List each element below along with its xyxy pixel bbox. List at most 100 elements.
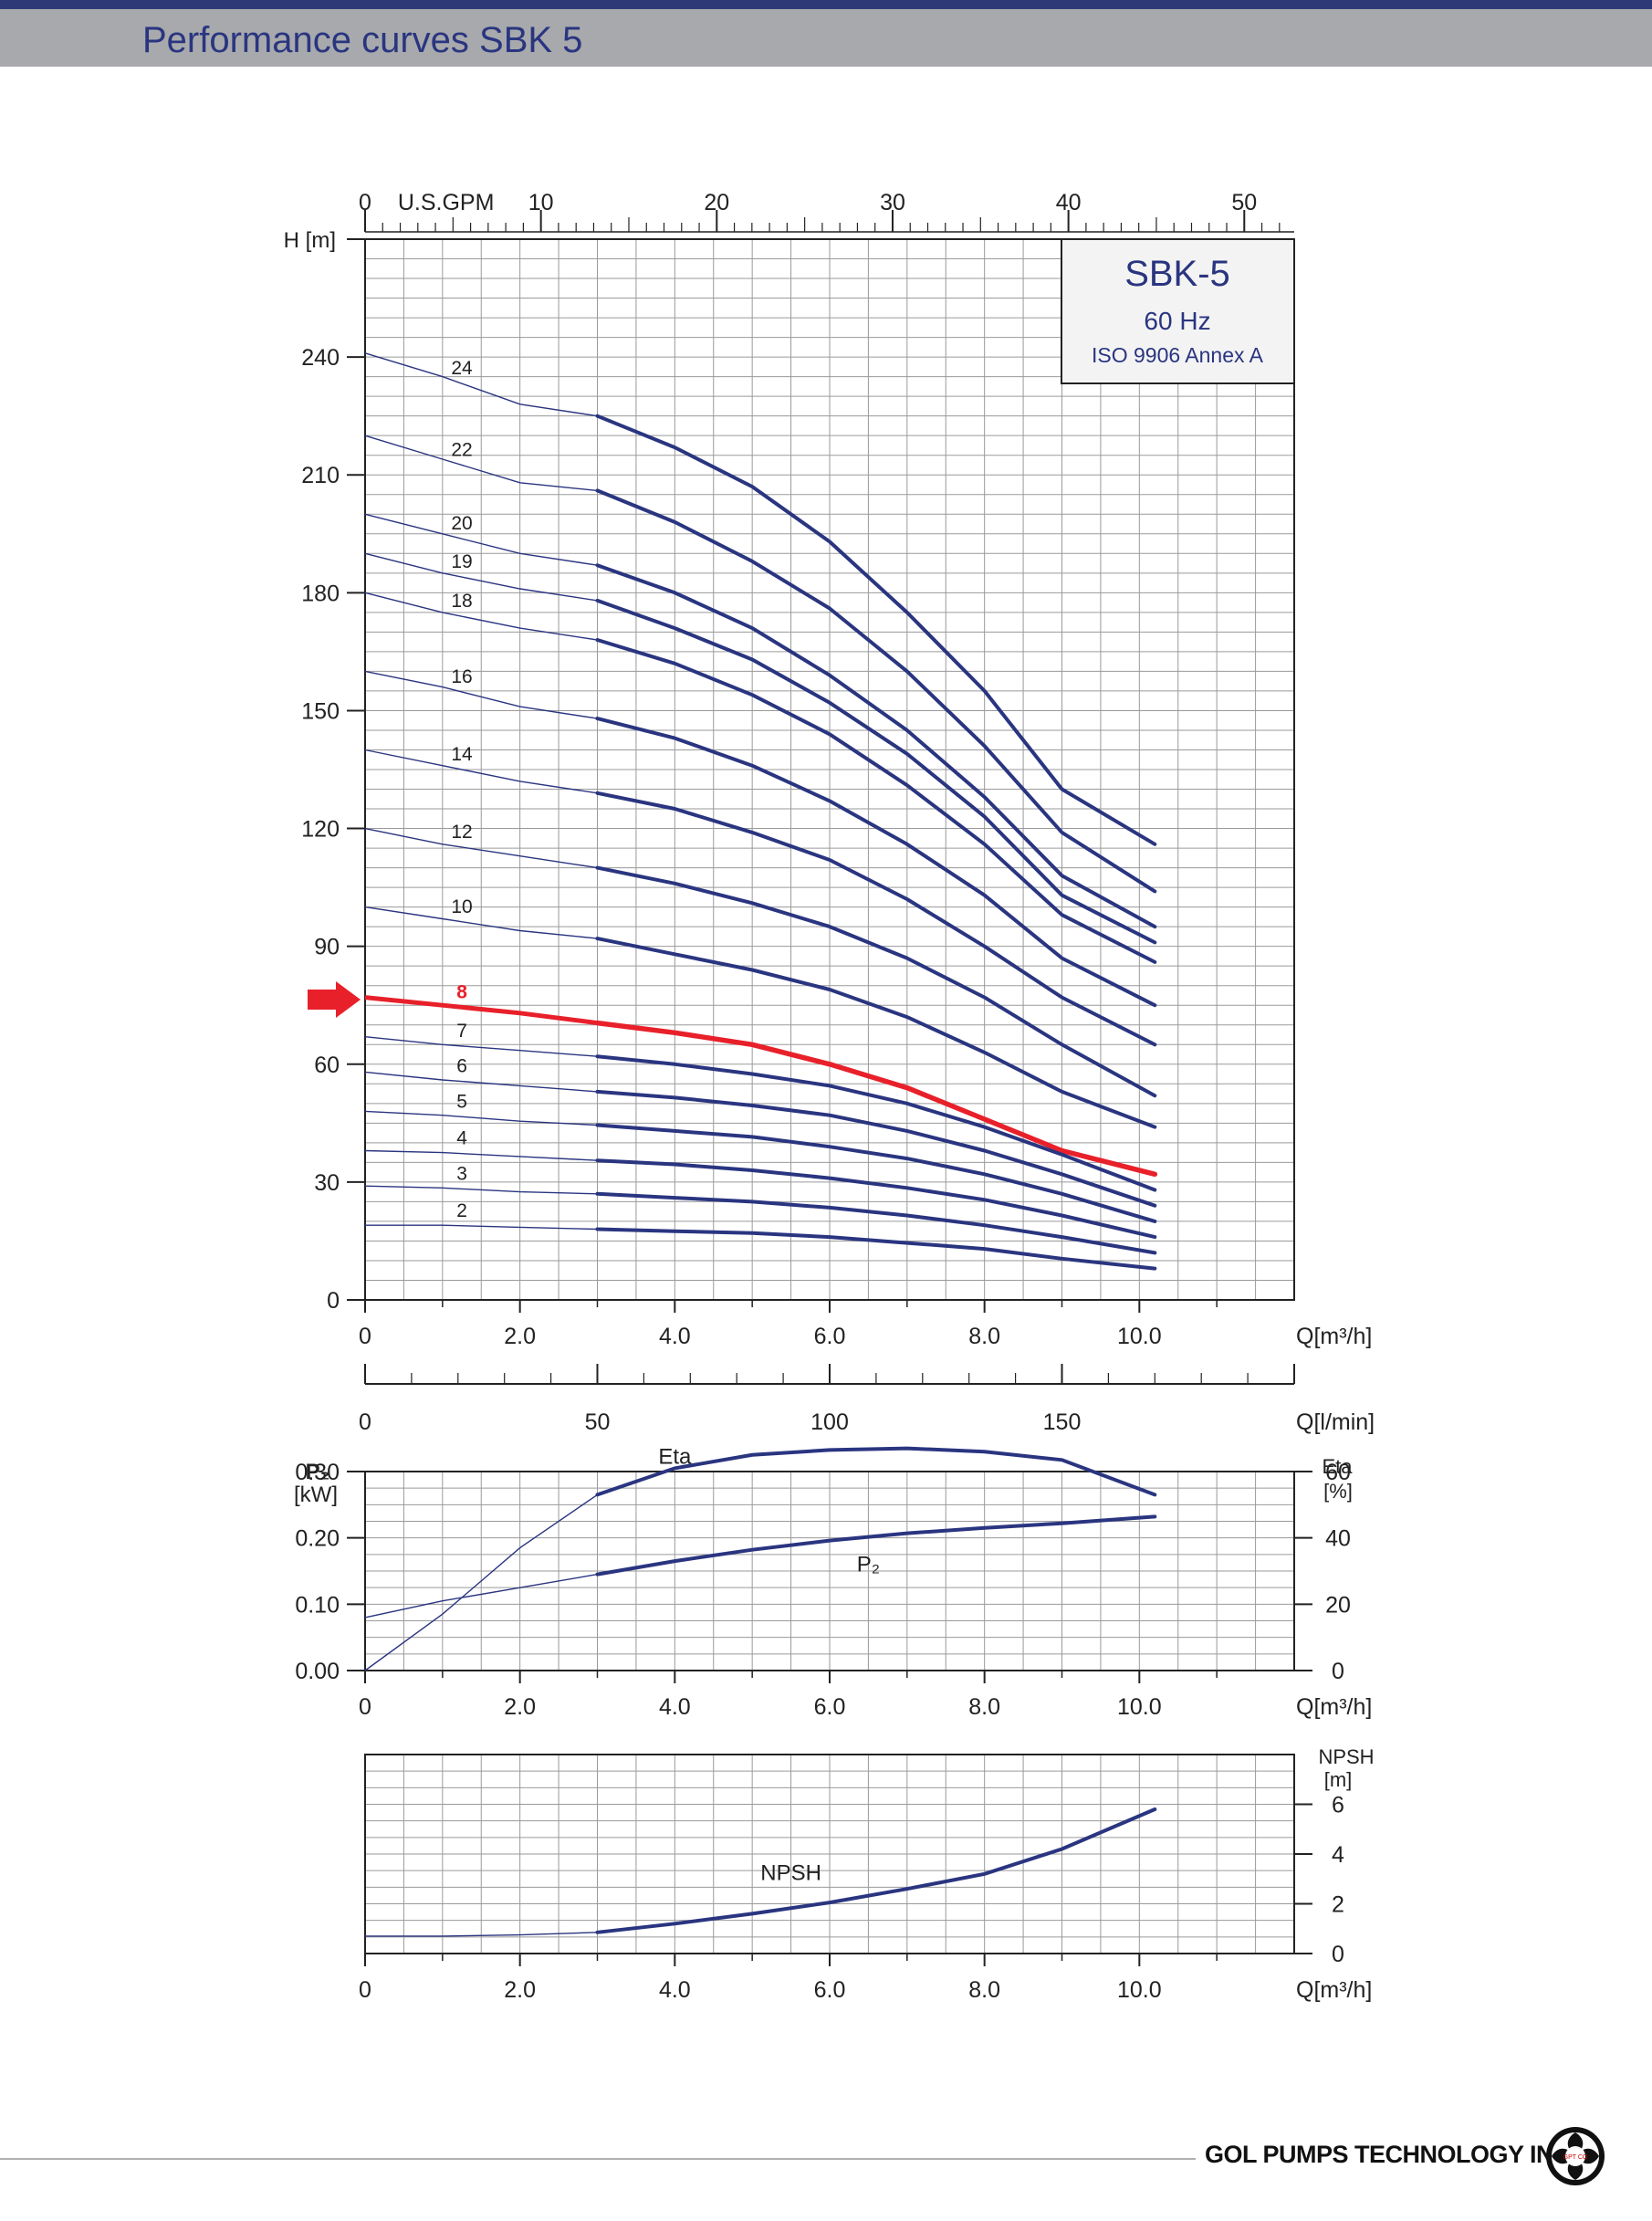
pe-x-tick-label: 6.0 [814,1694,846,1720]
pe-left-tick-label: 0.00 [295,1659,340,1684]
stage-label-10: 10 [451,896,472,917]
npsh-curve-thin [365,1932,598,1937]
svg-text:GPT CO: GPT CO [1563,2154,1588,2161]
chart-curves [364,352,1158,1937]
npsh-x-tick-label: 2.0 [504,1977,536,2003]
head-curve-stage-22-thin [364,435,598,492]
head-x-tick-label: 4.0 [659,1324,691,1349]
head-ytick-label: 30 [314,1170,340,1196]
pe-x-tick-label: 10.0 [1117,1694,1162,1720]
pe-right-label-unit: [%] [1323,1480,1353,1503]
selected-curve-arrow [308,981,361,1018]
head-curve-stage-2-thin [365,1224,598,1231]
head-curve-stage-7-thin [364,1036,598,1057]
npsh-right-label-name: NPSH [1318,1745,1374,1768]
stage-label-12: 12 [451,822,472,843]
pe-left-tick-label: 0.20 [295,1526,340,1552]
stage-label-3: 3 [456,1163,467,1184]
pe-x-tick-label: 8.0 [968,1694,1000,1720]
npsh-x-tick-label: 6.0 [814,1977,846,2003]
head-curve-stage-2 [595,1227,1157,1271]
head-ytick-label: 90 [314,935,340,960]
pe-right-tick-label: 60 [1325,1460,1351,1485]
head-x-tick-label: 8.0 [968,1324,1000,1349]
head-curve-stage-3 [595,1191,1157,1255]
stage-label-19: 19 [451,551,472,572]
pe-left-tick-label: 0.10 [295,1592,340,1618]
pe-right-tick-label: 20 [1325,1592,1351,1618]
pe-left-label-unit: [kW] [294,1482,338,1507]
head-x-tick-label: 2.0 [504,1324,536,1349]
pe-right-tick-label: 40 [1325,1526,1351,1552]
head-x-tick-label: 6.0 [814,1324,846,1349]
npsh-right-tick-label: 2 [1332,1892,1344,1918]
head-curve-stage-12-thin [364,827,598,869]
npsh-x-tick-label: 8.0 [968,1977,1000,2003]
stage-label-24: 24 [451,358,473,379]
pe-right-tick-label: 0 [1332,1659,1344,1684]
head-curve-stage-19-thin [364,552,598,602]
gpm-axis-label: U.S.GPM [398,190,495,215]
npsh-x-tick-label: 10.0 [1117,1977,1162,2003]
head-curve-stage-24 [595,414,1157,846]
head-x-tick-label: 0 [359,1324,371,1349]
npsh-right-tick-label: 6 [1332,1793,1344,1818]
head-ytick-label: 210 [301,463,340,488]
top-accent-bar [0,0,1652,9]
head-curve-stage-3-thin [364,1185,598,1195]
page-header: Performance curves SBK 5 [0,9,1652,67]
stage-label-8: 8 [456,981,467,1002]
lpm-tick-label: 0 [359,1409,371,1435]
eta-curve-thin [364,1493,598,1671]
npsh-x-tick-label: 4.0 [659,1977,691,2003]
head-curve-stage-5-thin [364,1110,598,1126]
npsh-right-label-unit: [m] [1324,1768,1353,1791]
head-ytick-label: 60 [314,1053,340,1078]
info-frequency: 60 Hz [1144,307,1210,335]
head-curve-stage-20-thin [364,513,598,566]
eta-curve [595,1446,1157,1497]
head-curve-stage-18-thin [364,592,598,641]
stage-label-4: 4 [456,1128,467,1149]
gpm-tick-label: 40 [1056,190,1082,215]
pe-right-label-name: Eta [1322,1455,1353,1478]
npsh-curve [595,1807,1157,1934]
head-x-xlabel: Q[m³/h] [1296,1324,1372,1349]
footer-divider [0,2158,1196,2160]
head-curve-stage-8-thin [364,995,598,1026]
head-curve-stage-6-thin [364,1071,598,1093]
npsh-x-tick-label: 0 [359,1977,371,2003]
lpm-axis-label: Q[l/min] [1296,1409,1375,1435]
lpm-tick-label: 100 [810,1409,849,1435]
npsh-x-xlabel: Q[m³/h] [1296,1977,1372,2003]
stage-label-20: 20 [451,513,472,534]
lpm-tick-label: 150 [1043,1409,1082,1435]
stage-label-6: 6 [456,1056,467,1077]
stage-label-2: 2 [456,1200,467,1221]
stage-label-5: 5 [456,1091,467,1112]
head-curve-stage-4 [595,1158,1157,1240]
head-curve-stage-14-thin [364,749,598,794]
head-curve-stage-24-thin [364,352,598,417]
info-standard: ISO 9906 Annex A [1092,343,1264,367]
pe-x-tick-label: 0 [359,1694,371,1720]
head-curve-stage-7 [595,1054,1157,1192]
gpm-tick-label: 10 [528,190,554,215]
pe-x-tick-label: 2.0 [504,1694,536,1720]
head-curve-stage-5 [595,1123,1157,1223]
gpm-tick-label: 0 [359,190,371,215]
head-curve-stage-4-thin [364,1149,598,1161]
chart-frames [347,210,1312,1966]
gpm-tick-label: 50 [1231,190,1257,215]
p2-curve [595,1514,1157,1577]
head-curve-stage-19 [595,598,1157,945]
footer-company: GOL PUMPS TECHNOLOGY INC [1205,2141,1572,2168]
head-ylabel: H [m] [284,228,336,253]
head-curve-stage-10 [595,937,1157,1129]
head-curve-stage-6 [595,1089,1157,1208]
head-curve-stage-14 [595,791,1157,1047]
npsh-curve-label: NPSH [760,1861,821,1886]
head-ytick-label: 0 [327,1288,340,1314]
